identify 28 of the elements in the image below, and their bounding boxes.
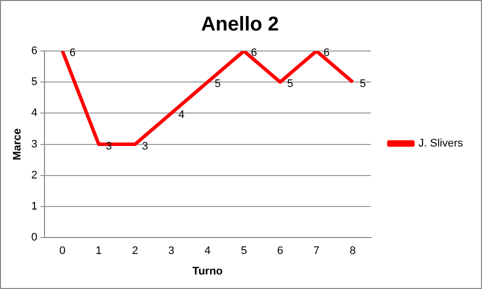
y-tick-label: 6 [31, 45, 38, 58]
data-label: 5 [360, 78, 366, 90]
data-label: 4 [178, 109, 184, 122]
y-tick-label: 5 [31, 76, 38, 88]
y-tick-label: 4 [31, 107, 38, 120]
y-axis-title: Marce [12, 128, 24, 160]
x-tick-label: 0 [59, 245, 66, 258]
chart-title: Anello 2 [201, 14, 279, 36]
x-tick-label: 4 [204, 245, 211, 258]
x-tick-label: 2 [132, 245, 138, 258]
data-label: 6 [250, 47, 258, 60]
x-tick-label: 1 [96, 245, 102, 258]
data-label: 5 [287, 78, 294, 90]
x-tick-label: 5 [240, 245, 247, 258]
y-tick-label: 1 [31, 200, 38, 213]
x-tick-label: 6 [277, 245, 284, 258]
x-tick-label: 7 [313, 245, 320, 258]
x-axis-title: Turno [192, 265, 224, 278]
y-tick-label: 2 [31, 169, 38, 182]
legend-label: J. Slivers [418, 138, 464, 150]
data-label: 3 [142, 140, 148, 152]
y-tick-label: 3 [31, 138, 38, 150]
x-tick-label: 3 [168, 245, 174, 258]
data-label: 5 [214, 78, 221, 90]
x-tick-label: 8 [350, 245, 356, 258]
y-tick-label: 0 [31, 232, 38, 244]
data-label: 6 [69, 47, 76, 60]
data-label: 6 [323, 47, 330, 60]
